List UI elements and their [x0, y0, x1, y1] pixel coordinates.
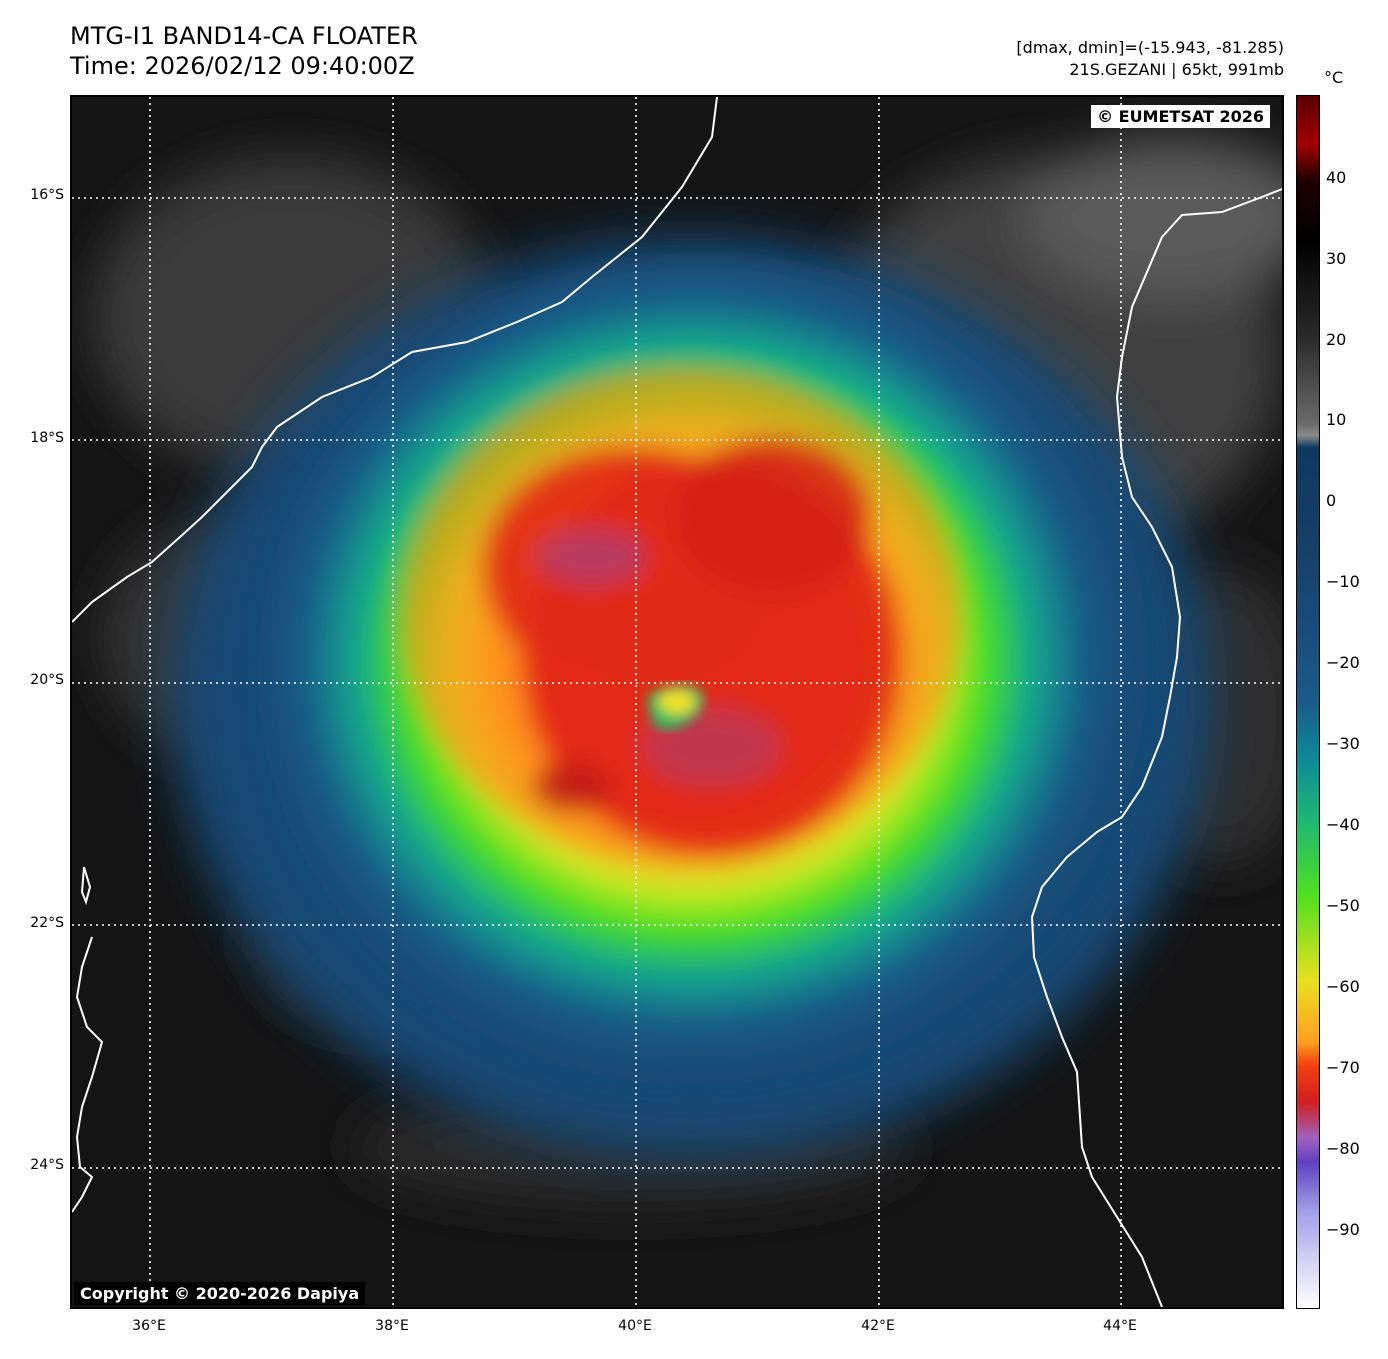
storm-info: 21S.GEZANI | 65kt, 991mb	[1069, 60, 1284, 79]
lon-label: 38°E	[375, 1318, 409, 1334]
lat-label: 18°S	[30, 430, 64, 446]
colorbar-tick: −30	[1326, 734, 1360, 753]
lon-label: 36°E	[132, 1318, 166, 1334]
colorbar-tick: −20	[1326, 653, 1360, 672]
lon-label: 42°E	[861, 1318, 895, 1334]
lon-label: 40°E	[618, 1318, 652, 1334]
lon-label: 44°E	[1103, 1318, 1137, 1334]
colorbar-tick: −90	[1326, 1220, 1360, 1239]
colorbar-tick: 20	[1326, 330, 1347, 349]
coastline	[72, 97, 1282, 1307]
colorbar-tick: 40	[1326, 168, 1347, 187]
colorbar-tick: 10	[1326, 410, 1347, 429]
storm-eye	[647, 684, 704, 730]
tropical-cyclone-gezani	[262, 257, 1162, 1097]
lat-label: 16°S	[30, 187, 64, 203]
colorbar-tick: −70	[1326, 1058, 1360, 1077]
colorbar-unit: °C	[1324, 68, 1344, 87]
colorbar-tick: −80	[1326, 1139, 1360, 1158]
dapiya-copyright: Copyright © 2020-2026 Dapiya	[74, 1282, 366, 1305]
colorbar-tick: −10	[1326, 572, 1360, 591]
graticule	[72, 97, 1282, 1307]
colorbar-tick: −60	[1326, 977, 1360, 996]
image-timestamp: Time: 2026/02/12 09:40:00Z	[70, 52, 415, 80]
lat-label: 24°S	[30, 1157, 64, 1173]
lat-label: 20°S	[30, 672, 64, 688]
colorbar-tick: 30	[1326, 249, 1347, 268]
temperature-colorbar	[1296, 95, 1320, 1309]
infrared-cloud-field	[72, 97, 1282, 1307]
data-range-readout: [dmax, dmin]=(-15.943, -81.285)	[1016, 38, 1284, 57]
eumetsat-copyright: © EUMETSAT 2026	[1091, 105, 1270, 128]
lat-label: 22°S	[30, 915, 64, 931]
colorbar-tick: −50	[1326, 896, 1360, 915]
satellite-image: © EUMETSAT 2026 Copyright © 2020-2026 Da…	[70, 95, 1284, 1309]
image-title: MTG-I1 BAND14-CA FLOATER	[70, 22, 418, 50]
colorbar-tick: −40	[1326, 815, 1360, 834]
colorbar-tick: 0	[1326, 491, 1337, 510]
